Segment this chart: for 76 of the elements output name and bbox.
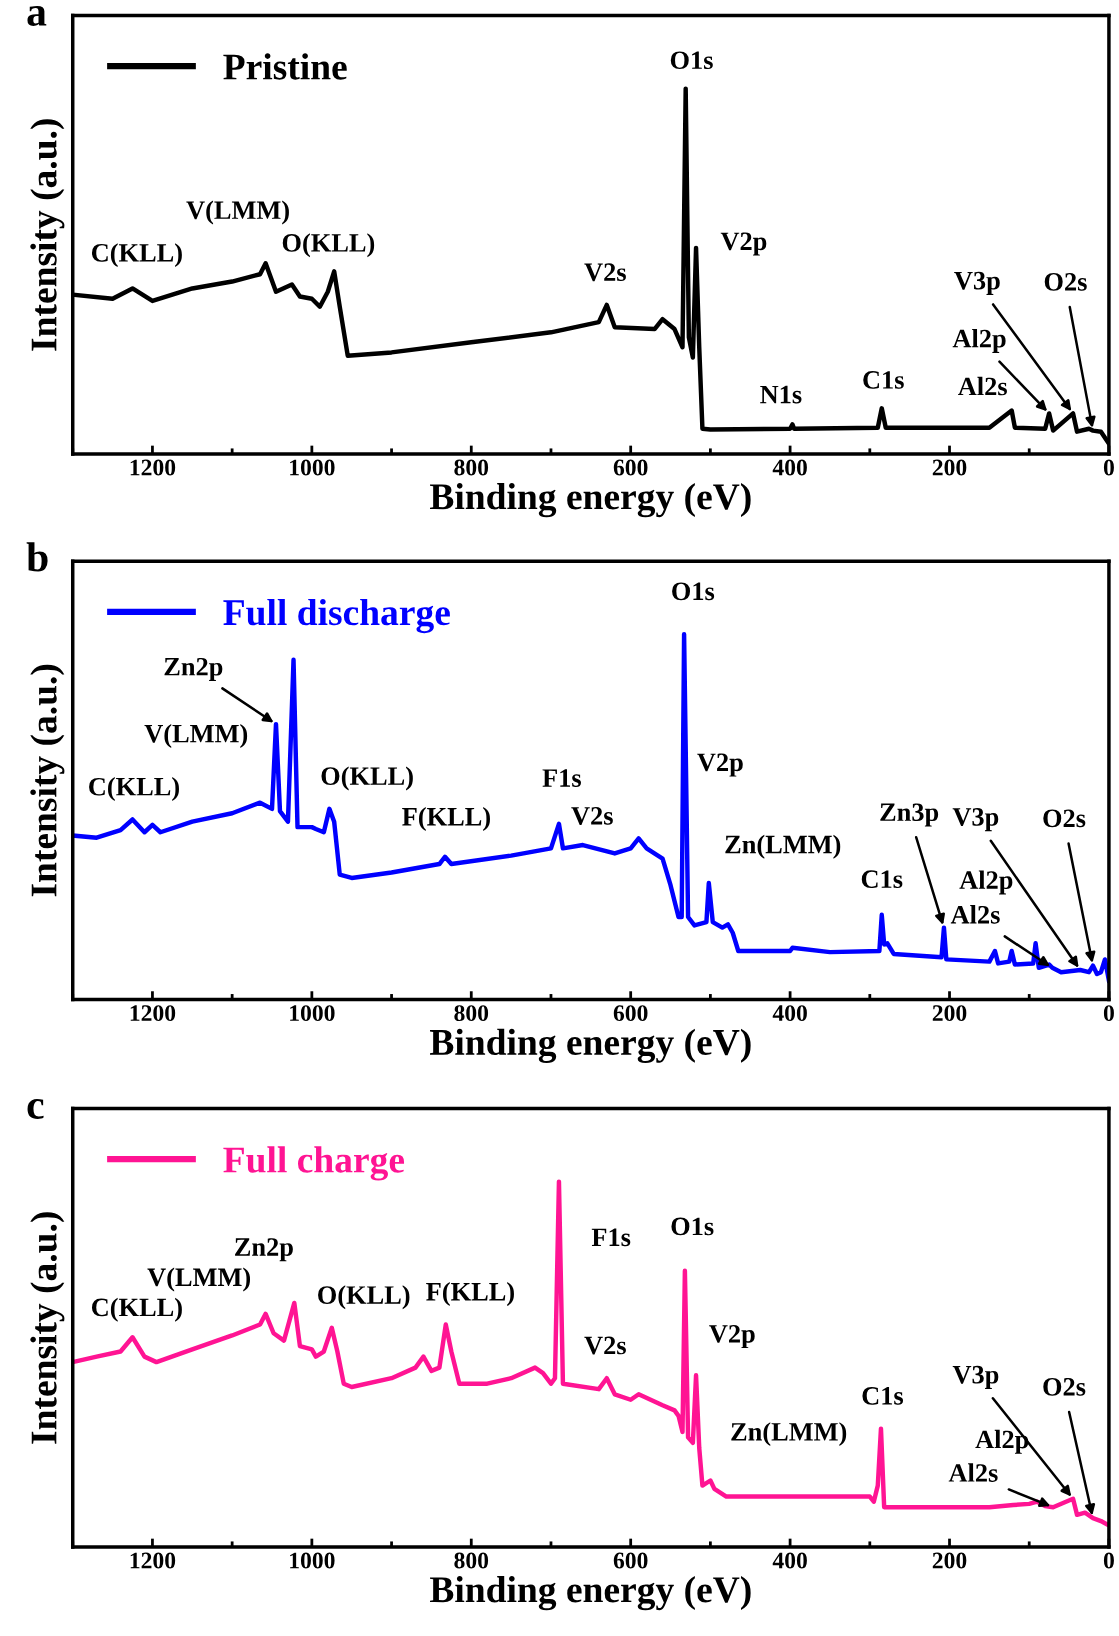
annotation: F(KLL) [402, 807, 490, 831]
x-tick-label: 400 [772, 1005, 807, 1022]
annotation: Zn3p [880, 803, 939, 827]
annotation: Al2s [950, 905, 1000, 924]
annotation: C1s [861, 870, 903, 889]
x-tick-label: 1000 [290, 1552, 335, 1569]
annotation: F1s [542, 769, 581, 787]
x-tick-label: 800 [454, 1005, 489, 1022]
annotation: Zn2p [235, 1238, 293, 1262]
legend-label: Pristine [223, 53, 347, 80]
annotation: F(KLL) [426, 1282, 514, 1306]
legend-label: Full discharge [223, 598, 450, 634]
annotation: V3p [954, 271, 1000, 295]
x-axis-title: Binding energy (eV) [430, 1576, 751, 1611]
x-tick-label: 1200 [130, 1552, 176, 1569]
x-tick-label: 600 [613, 1552, 648, 1569]
annotation: V2s [571, 807, 613, 825]
y-axis-title: Intensity (a.u.) [30, 1212, 65, 1444]
x-tick-label: 600 [613, 1005, 648, 1022]
annotation: O2s [1044, 273, 1087, 291]
annotation: Al2s [958, 376, 1007, 396]
annotation: V2s [584, 263, 626, 282]
annotation: Zn2p [164, 657, 223, 681]
legend-label: Full charge [223, 1146, 405, 1181]
chart-title: b [26, 542, 48, 572]
annotation: V(LMM) [186, 200, 289, 225]
x-axis-title: Binding energy (eV) [430, 483, 751, 518]
x-tick-label: 1000 [290, 459, 335, 476]
annotation: Al2p [959, 870, 1013, 895]
y-axis-title: Intensity (a.u.) [30, 664, 65, 897]
x-tick-label: 800 [454, 1552, 489, 1569]
annotation: Zn(LMM) [725, 834, 841, 859]
x-tick-label: 0 [1103, 1005, 1114, 1022]
x-tick-label: 800 [454, 459, 489, 476]
annotation: C(KLL) [91, 243, 182, 268]
annotation: O(KLL) [321, 766, 413, 791]
y-axis-title: Intensity (a.u.) [30, 119, 65, 351]
annotation: V(LMM) [147, 1267, 251, 1292]
annotation: O2s [1043, 1377, 1086, 1396]
chart-title: a [27, 6, 47, 26]
annotation: V(LMM) [144, 723, 248, 748]
x-tick-label: 1000 [290, 1005, 335, 1022]
annotation: V2p [697, 753, 743, 777]
x-tick-label: 0 [1103, 459, 1114, 476]
annotation: Al2p [975, 1429, 1029, 1454]
annotation: V2p [720, 232, 767, 256]
annotation: O2s [1043, 809, 1086, 828]
annotation: Al2p [952, 328, 1006, 353]
annotation: O(KLL) [318, 1285, 410, 1310]
annotation: N1s [760, 385, 802, 404]
x-tick-label: 400 [772, 1552, 807, 1569]
x-axis-title: Binding energy (eV) [430, 1028, 751, 1063]
annotation: Al2s [948, 1463, 998, 1482]
annotation: V3p [952, 808, 999, 832]
annotation: C(KLL) [89, 777, 179, 801]
x-tick-label: 200 [932, 1552, 967, 1569]
annotation: O(KLL) [282, 233, 375, 258]
x-tick-label: 1200 [130, 1005, 176, 1022]
x-tick-label: 600 [613, 459, 648, 476]
annotation: Zn(LMM) [731, 1422, 847, 1447]
annotation: F1s [591, 1228, 631, 1247]
x-tick-label: 400 [772, 459, 807, 476]
annotation: V2s [584, 1336, 626, 1355]
annotation: C1s [863, 371, 904, 389]
annotation: V2p [709, 1325, 755, 1349]
annotation: C(KLL) [91, 1297, 182, 1322]
x-tick-label: 200 [932, 459, 967, 476]
x-tick-label: 0 [1103, 1552, 1114, 1569]
chart-title: c [27, 1098, 44, 1119]
x-tick-label: 1200 [130, 459, 176, 476]
x-tick-label: 200 [932, 1005, 967, 1022]
annotation: O1s [670, 51, 713, 70]
annotation: C1s [862, 1387, 904, 1405]
annotation: V3p [952, 1365, 999, 1389]
annotation: O1s [672, 582, 715, 601]
annotation: O1s [671, 1217, 714, 1236]
